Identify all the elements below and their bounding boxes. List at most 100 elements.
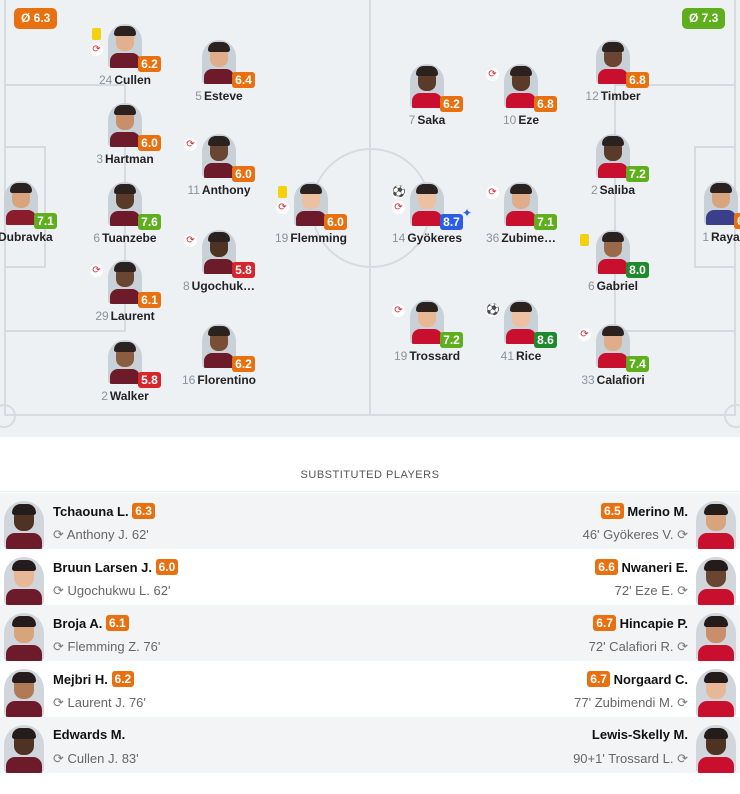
player-away-8[interactable]: 7.2 ⟳ 19 Trossard: [382, 300, 472, 380]
player-photo: [410, 182, 444, 226]
player-name: Esteve: [203, 89, 243, 103]
player-home-5[interactable]: 5.8 2 Walker: [80, 340, 170, 420]
home-sub-replaced-text: Laurent J. 76': [67, 695, 146, 710]
home-sub-name[interactable]: Bruun Larsen J. 6.0: [53, 559, 179, 575]
away-sub-name[interactable]: 6.5 Merino M.: [601, 503, 688, 519]
home-sub-avatar: [4, 501, 44, 549]
player-name-label: 19 Flemming: [266, 231, 356, 245]
player-name: Gyökeres: [407, 231, 463, 245]
player-away-9[interactable]: 8.6 ⚽ 41 Rice: [476, 300, 566, 380]
player-rating: 6.8: [534, 96, 557, 112]
player-photo: [202, 40, 236, 84]
player-name-label: 6 Gabriel: [568, 279, 658, 293]
player-rating: 6.8: [626, 72, 649, 88]
player-away-6[interactable]: 8.0 6 Gabriel: [568, 230, 658, 310]
home-sub-replaced-text: Ugochukwu L. 62': [67, 583, 171, 598]
player-home-4[interactable]: 6.1 ⟳ 29 Laurent: [80, 260, 170, 340]
player-rating: 8.7: [440, 214, 463, 230]
player-home-8[interactable]: 5.8 ⟳ 8 Ugochuk…: [174, 230, 264, 310]
substitution-icon: ⟳: [184, 138, 197, 151]
home-sub-name-text: Mejbri H.: [53, 672, 108, 687]
player-number: 24: [98, 73, 113, 87]
player-number: 12: [585, 89, 599, 103]
away-sub-name-text: Lewis-Skelly M.: [591, 727, 688, 742]
player-away-7[interactable]: 6.81Raya: [676, 181, 740, 261]
player-home-6[interactable]: 6.4 5 Esteve: [174, 40, 264, 120]
substitution-icon: ⟳: [184, 234, 197, 247]
away-sub-name[interactable]: 6.6 Nwaneri E.: [595, 559, 688, 575]
player-name: Laurent: [110, 309, 155, 323]
away-sub-avatar: [696, 557, 736, 605]
player-home-2[interactable]: 6.0 3 Hartman: [80, 103, 170, 183]
player-photo: [410, 300, 444, 344]
player-rating: 8.0: [626, 262, 649, 278]
player-photo: [504, 300, 538, 344]
player-number: 16: [181, 373, 196, 387]
player-number: 6: [587, 279, 595, 293]
player-rating: 6.0: [232, 166, 255, 182]
player-number: 2: [101, 389, 108, 403]
substitution-icon: ⟳: [392, 201, 405, 214]
player-name-label: 12 Timber: [568, 89, 658, 103]
substitution-icon: ⟳: [673, 527, 688, 542]
player-name-label: 16 Florentino: [174, 373, 264, 387]
player-name-label: 14 Gyökeres: [382, 231, 472, 245]
home-sub-rating: 6.0: [155, 559, 179, 575]
top-rated-star-icon: ✦: [462, 206, 473, 220]
player-name-label: 8 Ugochuk…: [174, 279, 264, 293]
home-sub-replaced-text: Anthony J. 62': [66, 527, 149, 542]
player-away-2[interactable]: 6.8 12 Timber: [568, 40, 658, 120]
player-photo: [504, 64, 538, 108]
player-home-10[interactable]: 6.0 ⟳ 19 Flemming: [266, 182, 356, 262]
player-away-0[interactable]: 6.2 7 Saka: [382, 64, 472, 144]
player-number: 8: [182, 279, 190, 293]
home-sub-name[interactable]: Tchaouna L. 6.3: [53, 503, 155, 519]
player-name-label: 10 Eze: [476, 113, 566, 127]
player-number: 41: [500, 349, 514, 363]
home-average-rating: Ø 6.3: [14, 8, 58, 29]
player-rating: 6.2: [232, 356, 255, 372]
away-sub-replaced-text: 77' Zubimendi M.: [574, 695, 674, 710]
player-home-1[interactable]: 6.2 ⟳ 24 Cullen: [80, 24, 170, 104]
player-away-1[interactable]: 6.8 ⟳ 10 Eze: [476, 64, 566, 144]
home-sub-replaced-text: Flemming Z. 76': [67, 639, 161, 654]
away-sub-name-text: Norgaard C.: [613, 672, 688, 687]
player-rating: 6.2: [138, 56, 161, 72]
substitution-icon: ⟳: [53, 527, 67, 542]
player-rating: 7.2: [626, 166, 649, 182]
player-away-3[interactable]: 7.2 2 Saliba: [568, 134, 658, 214]
home-sub-name-text: Broja A.: [53, 616, 103, 631]
player-name: Trossard: [409, 349, 461, 363]
player-home-9[interactable]: 6.2 16 Florentino: [174, 324, 264, 404]
corner-arc-bl: [0, 404, 16, 428]
player-name-label: 6 Tuanzebe: [80, 231, 170, 245]
home-sub-name-text: Edwards M.: [53, 727, 126, 742]
player-name: Florentino: [197, 373, 257, 387]
home-sub-replaced: ⟳ Cullen J. 83': [53, 751, 139, 767]
player-photo: [294, 182, 328, 226]
home-sub-name[interactable]: Edwards M.: [53, 727, 125, 742]
away-sub-name[interactable]: 6.7 Hincapie P.: [593, 615, 688, 631]
away-sub-name[interactable]: 6.7 Norgaard C.: [587, 671, 688, 687]
player-photo: [202, 230, 236, 274]
player-name: Eze: [518, 113, 540, 127]
player-away-5[interactable]: 7.1 ⟳ 36 Zubime…: [476, 182, 566, 262]
player-home-0[interactable]: 7.11Dubravka: [0, 181, 66, 261]
player-photo: [704, 181, 738, 225]
corner-arc-br: [724, 404, 740, 428]
home-sub-rating: 6.1: [105, 615, 129, 631]
home-sub-name[interactable]: Mejbri H. 6.2: [53, 671, 135, 687]
player-name-label: 19 Trossard: [382, 349, 472, 363]
player-away-10[interactable]: 7.4 ⟳ 33 Calafiori: [568, 324, 658, 404]
player-number: 19: [274, 231, 289, 245]
substitution-icon: ⟳: [90, 264, 103, 277]
player-home-7[interactable]: 6.0 ⟳ 11 Anthony: [174, 134, 264, 214]
away-sub-name[interactable]: Lewis-Skelly M.: [592, 727, 688, 742]
player-rating: 6.2: [440, 96, 463, 112]
away-sub-replaced: 90+1' Trossard L. ⟳: [573, 751, 688, 767]
substitution-icon: ⟳: [53, 639, 68, 654]
player-home-3[interactable]: 7.6 6 Tuanzebe: [80, 182, 170, 262]
player-rating: 6.1: [138, 292, 161, 308]
player-away-4[interactable]: 8.7 ✦ ⚽ ⟳ 14 Gyökeres: [382, 182, 472, 262]
home-sub-name[interactable]: Broja A. 6.1: [53, 615, 129, 631]
